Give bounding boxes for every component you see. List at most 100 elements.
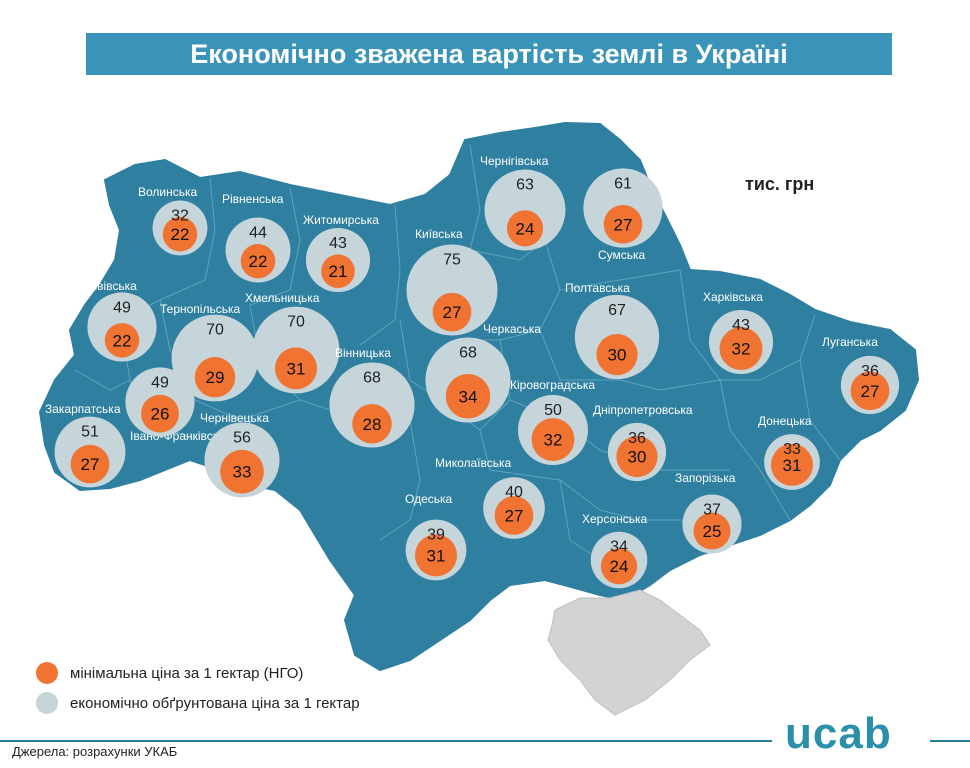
min-price-circle bbox=[321, 254, 355, 289]
min-price-circle bbox=[603, 204, 643, 244]
region-name-label: Черкаська bbox=[483, 322, 541, 336]
min-price-circle bbox=[240, 243, 276, 279]
region-bubble: Київська 75 27 bbox=[406, 227, 498, 336]
region-bubble: Сумська 61 27 bbox=[583, 168, 663, 262]
min-price-circle bbox=[162, 216, 198, 252]
econ-price-value: 68 bbox=[363, 369, 381, 386]
min-price-circle bbox=[693, 512, 731, 550]
min-price-circle bbox=[850, 371, 890, 411]
region-name-label: Чернівецька bbox=[200, 411, 269, 425]
min-price-value: 26 bbox=[151, 405, 170, 424]
region-name-label: Донецька bbox=[758, 414, 812, 428]
region-bubble: Хмельницька 70 31 bbox=[245, 291, 340, 394]
legend-dot-orange bbox=[36, 662, 58, 684]
econ-price-value: 68 bbox=[459, 344, 477, 361]
min-price-circle bbox=[719, 327, 763, 371]
econ-price-value: 33 bbox=[783, 441, 801, 458]
min-price-value: 27 bbox=[861, 382, 880, 401]
min-price-circle bbox=[194, 357, 236, 398]
legend-label-econ: економічно обґрунтована ціна за 1 гектар bbox=[70, 694, 360, 712]
econ-price-value: 43 bbox=[732, 317, 750, 334]
econ-price-value: 36 bbox=[628, 430, 646, 447]
min-price-value: 24 bbox=[610, 557, 629, 576]
econ-price-value: 49 bbox=[113, 299, 131, 316]
econ-price-value: 63 bbox=[516, 177, 534, 194]
page-title: Економічно зважена вартість землі в Укра… bbox=[86, 33, 892, 75]
region-bubble: Тернопільська 70 29 bbox=[160, 302, 259, 402]
min-price-value: 34 bbox=[459, 387, 478, 406]
min-price-circle bbox=[600, 548, 638, 585]
region-bubble: Харківська 43 32 bbox=[703, 290, 774, 375]
min-price-circle bbox=[494, 496, 534, 535]
region-name-label: Сумська bbox=[598, 248, 646, 262]
region-bubble: Кіровоградська 50 32 bbox=[510, 378, 595, 465]
min-price-value: 22 bbox=[249, 252, 268, 271]
region-name-label: Закарпатська bbox=[45, 402, 121, 416]
region-name-label: Київська bbox=[415, 227, 463, 241]
footer-divider-left bbox=[0, 740, 772, 742]
min-price-value: 27 bbox=[81, 455, 100, 474]
econ-price-value: 70 bbox=[206, 322, 224, 339]
region-name-label: Рівненська bbox=[222, 192, 284, 206]
min-price-circle bbox=[531, 418, 575, 461]
econ-price-value: 40 bbox=[505, 484, 523, 501]
region-name-label: Харківська bbox=[703, 290, 763, 304]
region-name-label: Хмельницька bbox=[245, 291, 320, 305]
econ-price-value: 49 bbox=[151, 374, 169, 391]
region-name-label: Львівська bbox=[83, 279, 137, 293]
min-price-value: 31 bbox=[287, 359, 306, 378]
region-name-label: Житомирська bbox=[303, 213, 379, 227]
region-name-label: Миколаївська bbox=[435, 456, 512, 470]
legend-label-min: мінімальна ціна за 1 гектар (НГО) bbox=[70, 664, 304, 682]
econ-price-circle bbox=[484, 169, 566, 251]
econ-price-value: 56 bbox=[233, 429, 251, 446]
crimea-outline bbox=[547, 589, 711, 716]
unit-label: тис. грн bbox=[745, 174, 815, 194]
region-bubble: Одеська 39 31 bbox=[405, 492, 467, 581]
legend-dot-grey bbox=[36, 692, 58, 714]
min-price-circle bbox=[70, 444, 110, 484]
region-name-label: Чернігівська bbox=[480, 154, 549, 168]
min-price-value: 27 bbox=[443, 303, 462, 322]
region-bubble: Житомирська 43 21 bbox=[303, 213, 379, 293]
min-price-circle bbox=[432, 292, 472, 332]
region-bubble: Чернівецька 56 33 bbox=[200, 411, 280, 498]
legend-item-econ: економічно обґрунтована ціна за 1 гектар bbox=[36, 692, 360, 714]
region-name-label: Херсонська bbox=[582, 512, 648, 526]
min-price-value: 33 bbox=[233, 463, 252, 482]
region-bubble: Луганська 36 27 bbox=[822, 335, 900, 415]
min-price-value: 22 bbox=[171, 225, 190, 244]
footer-divider-right bbox=[930, 740, 970, 742]
region-name-label: Вінницька bbox=[335, 346, 391, 360]
region-bubble: Миколаївська 40 27 bbox=[435, 456, 545, 539]
min-price-circle bbox=[414, 534, 458, 577]
region-name-label: Полтавська bbox=[565, 281, 630, 295]
min-price-value: 25 bbox=[703, 522, 722, 541]
min-price-circle bbox=[596, 333, 638, 376]
region-bubble: Чернігівська 63 24 bbox=[480, 154, 566, 251]
region-name-label: Луганська bbox=[822, 335, 878, 349]
region-name-label: Дніпропетровська bbox=[593, 403, 693, 417]
min-price-value: 27 bbox=[614, 215, 633, 234]
min-price-value: 30 bbox=[608, 346, 627, 365]
min-price-circle bbox=[352, 404, 392, 444]
min-price-circle bbox=[770, 443, 814, 486]
min-price-value: 31 bbox=[783, 456, 802, 475]
econ-price-value: 36 bbox=[861, 363, 879, 380]
min-price-circle bbox=[274, 347, 318, 390]
region-name-label: Одеська bbox=[405, 492, 453, 506]
region-bubble: Рівненська 44 22 bbox=[222, 192, 291, 283]
min-price-circle bbox=[220, 449, 264, 494]
region-bubble: Вінницька 68 28 bbox=[329, 346, 415, 448]
min-price-value: 27 bbox=[505, 506, 524, 525]
region-name-label: Волинська bbox=[138, 185, 198, 199]
econ-price-value: 75 bbox=[443, 252, 461, 269]
region-bubble: Полтавська 67 30 bbox=[565, 281, 660, 380]
econ-price-value: 44 bbox=[249, 225, 267, 242]
min-price-value: 22 bbox=[113, 331, 132, 350]
